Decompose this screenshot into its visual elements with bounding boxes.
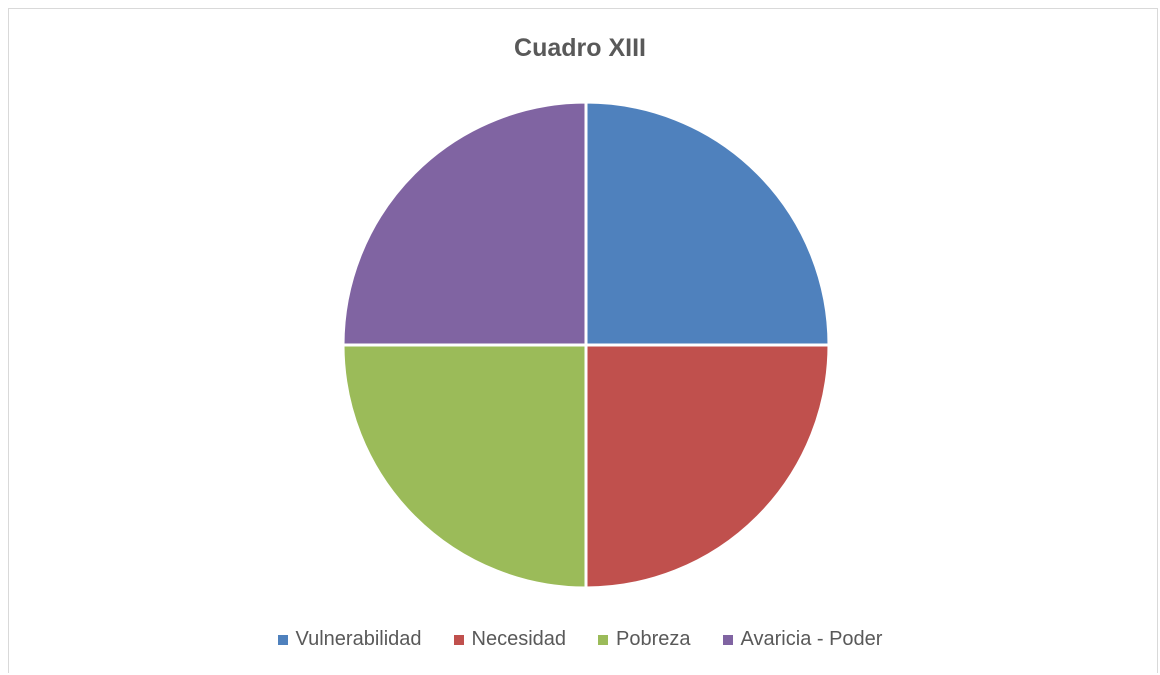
legend-swatch: [598, 634, 609, 645]
chart-legend: Vulnerabilidad Necesidad Pobreza Avaricia -…: [0, 628, 1160, 651]
legend-swatch: [277, 634, 288, 645]
legend-item-avaricia-poder: Avaricia - Poder: [722, 628, 883, 651]
legend-swatch: [722, 634, 733, 645]
legend-item-necesidad: Necesidad: [453, 628, 567, 651]
legend-swatch: [453, 634, 464, 645]
chart-title: Cuadro XIII: [514, 34, 646, 62]
legend-item-vulnerabilidad: Vulnerabilidad: [277, 628, 422, 651]
pie-slice-necesidad: [584, 343, 831, 590]
legend-item-pobreza: Pobreza: [598, 628, 691, 651]
legend-label: Avaricia - Poder: [740, 628, 883, 650]
pie-slice-pobreza: [341, 343, 588, 590]
legend-label: Vulnerabilidad: [295, 628, 422, 650]
legend-label: Necesidad: [471, 628, 567, 650]
pie-slice-vulnerabilidad: [584, 100, 831, 347]
legend-label: Pobreza: [616, 628, 691, 650]
pie-slice-avaricia-poder: [341, 100, 588, 347]
